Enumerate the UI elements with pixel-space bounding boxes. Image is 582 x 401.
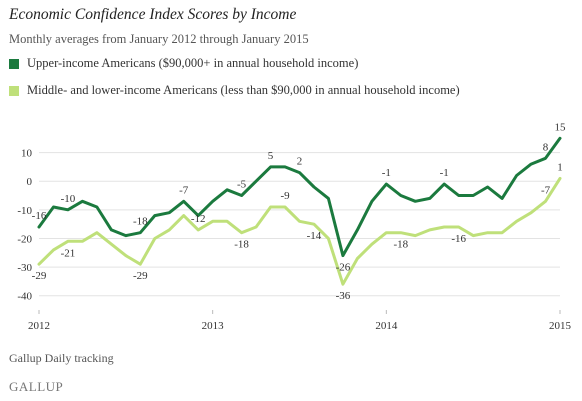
data-label-lower: -12 <box>191 213 206 225</box>
data-label-upper: 8 <box>543 141 549 153</box>
legend-item-lower: Middle- and lower-income Americans (less… <box>9 83 460 98</box>
x-tick-label: 2012 <box>28 320 50 332</box>
source-note: Gallup Daily tracking <box>9 351 114 365</box>
data-label-upper: -26 <box>336 262 351 274</box>
upper-income-line <box>37 136 562 258</box>
data-label-upper: -16 <box>32 210 47 222</box>
y-tick-label: -10 <box>17 205 32 217</box>
data-label-lower: -36 <box>336 290 351 302</box>
data-label-lower: -29 <box>133 270 148 282</box>
data-label-upper: -18 <box>133 216 148 228</box>
x-tick-label: 2014 <box>375 320 398 332</box>
legend-item-upper: Upper-income Americans ($90,000+ in annu… <box>9 56 358 71</box>
chart-subtitle: Monthly averages from January 2012 throu… <box>9 32 309 46</box>
x-tick-label: 2015 <box>549 320 572 332</box>
y-tick-label: 10 <box>21 148 33 160</box>
legend-label-lower: Middle- and lower-income Americans (less… <box>27 83 460 97</box>
data-label-lower: -9 <box>280 190 290 202</box>
legend-label-upper: Upper-income Americans ($90,000+ in annu… <box>27 56 359 70</box>
data-label-upper: -5 <box>237 179 247 191</box>
data-label-lower: -18 <box>234 239 249 251</box>
data-label-lower: 1 <box>557 161 563 173</box>
y-tick-label: -20 <box>17 233 32 245</box>
data-label-lower: -29 <box>32 270 47 282</box>
data-label-upper: -7 <box>179 184 189 196</box>
gallup-logo: GALLUP <box>9 379 64 394</box>
legend-swatch-upper <box>9 58 19 69</box>
chart-title: Economic Confidence Index Scores by Inco… <box>9 6 297 23</box>
data-label-upper: -10 <box>61 193 76 205</box>
data-label-lower: -21 <box>61 247 76 259</box>
x-tick-label: 2013 <box>202 320 225 332</box>
data-label-upper: 15 <box>555 121 567 133</box>
data-label-lower: -18 <box>393 239 408 251</box>
data-label-upper: -1 <box>440 167 449 179</box>
data-label-lower: -16 <box>451 233 466 245</box>
data-label-lower: -7 <box>541 184 551 196</box>
data-label-upper: 2 <box>297 156 303 168</box>
lower-income-line <box>37 176 562 286</box>
data-label-lower: -14 <box>307 230 322 242</box>
y-tick-label: -30 <box>17 262 32 274</box>
data-label-upper: 5 <box>268 150 274 162</box>
y-tick-label: 0 <box>27 176 33 188</box>
data-label-upper: -1 <box>382 167 391 179</box>
legend-swatch-lower <box>9 85 19 96</box>
y-tick-label: -40 <box>17 291 32 303</box>
